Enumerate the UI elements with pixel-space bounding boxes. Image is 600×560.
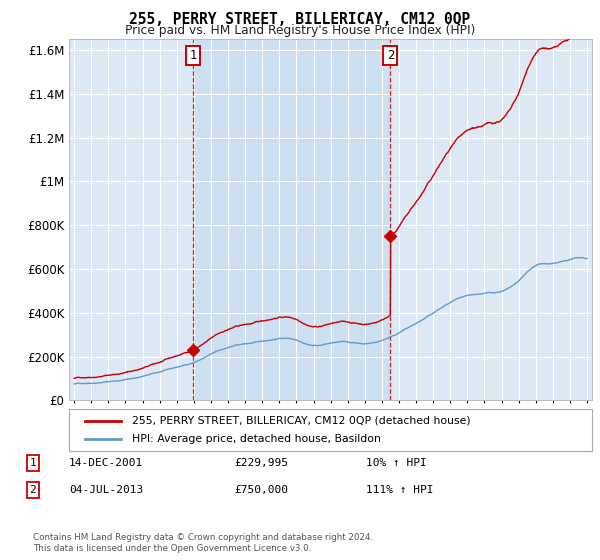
- Text: HPI: Average price, detached house, Basildon: HPI: Average price, detached house, Basi…: [132, 434, 380, 444]
- Text: £229,995: £229,995: [234, 458, 288, 468]
- Text: Contains HM Land Registry data © Crown copyright and database right 2024.
This d: Contains HM Land Registry data © Crown c…: [33, 533, 373, 553]
- Text: 2: 2: [29, 485, 37, 495]
- FancyBboxPatch shape: [69, 409, 592, 451]
- Text: 10% ↑ HPI: 10% ↑ HPI: [366, 458, 427, 468]
- Text: 14-DEC-2001: 14-DEC-2001: [69, 458, 143, 468]
- Text: 2: 2: [386, 49, 394, 62]
- Text: Price paid vs. HM Land Registry's House Price Index (HPI): Price paid vs. HM Land Registry's House …: [125, 24, 475, 36]
- Text: 1: 1: [190, 49, 197, 62]
- Text: 255, PERRY STREET, BILLERICAY, CM12 0QP (detached house): 255, PERRY STREET, BILLERICAY, CM12 0QP …: [132, 416, 470, 426]
- Text: 111% ↑ HPI: 111% ↑ HPI: [366, 485, 433, 495]
- Text: 255, PERRY STREET, BILLERICAY, CM12 0QP: 255, PERRY STREET, BILLERICAY, CM12 0QP: [130, 12, 470, 27]
- Text: 1: 1: [29, 458, 37, 468]
- Bar: [193, 39, 391, 400]
- Text: £750,000: £750,000: [234, 485, 288, 495]
- Text: 04-JUL-2013: 04-JUL-2013: [69, 485, 143, 495]
